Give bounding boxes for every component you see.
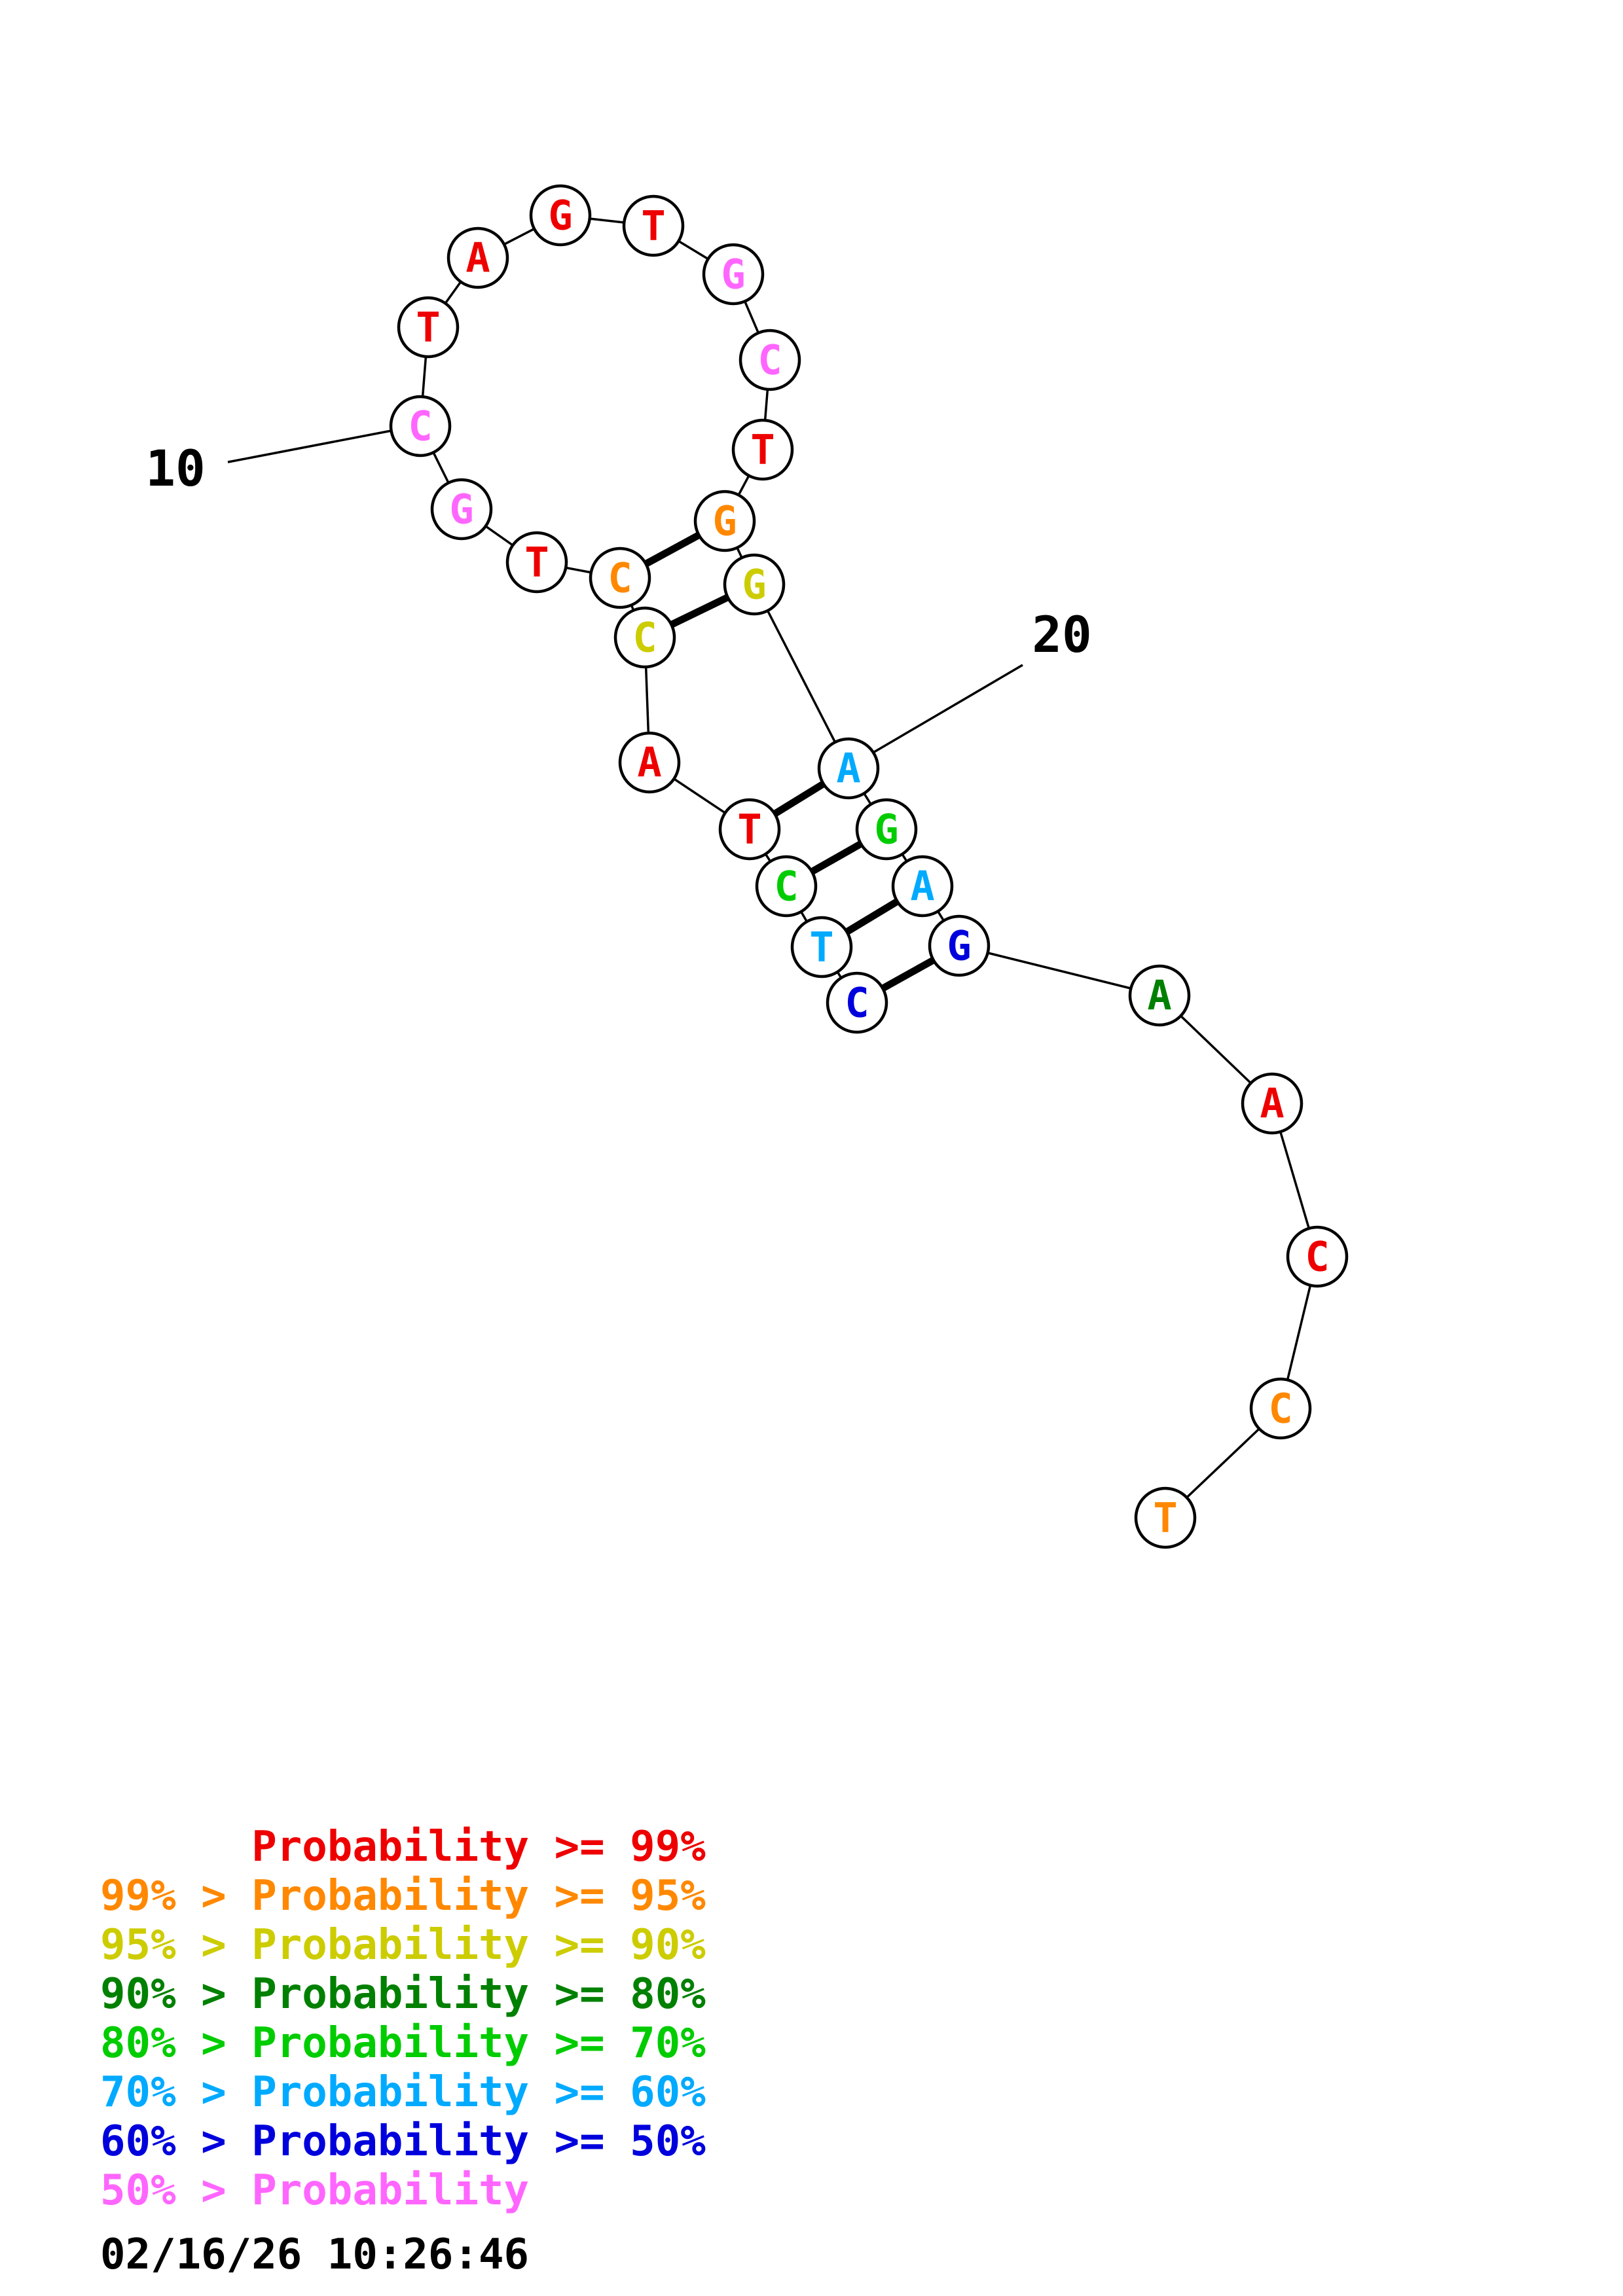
nucleotide-base: G (712, 497, 737, 545)
nucleotide-base: C (1305, 1233, 1329, 1281)
nucleotide-base: G (947, 922, 971, 970)
position-leader-line (870, 664, 1023, 755)
nucleotide-base: G (449, 486, 473, 533)
nucleotide-circle (693, 490, 756, 552)
nucleotide-base: A (637, 739, 661, 787)
nucleotide-circle (505, 531, 568, 594)
backbone-line (958, 944, 1160, 997)
nucleotide-circle (622, 194, 685, 257)
nucleotide-circle (529, 184, 592, 247)
nucleotide-base: T (750, 426, 775, 474)
legend-row: 80% > Probability >= 70% (100, 2019, 706, 2068)
nucleotide-circle (1249, 1377, 1312, 1440)
nucleotide-circle (702, 243, 765, 306)
nucleotide-circle (855, 798, 918, 861)
nucleotide-base: A (465, 234, 490, 282)
nucleotide-circle (1286, 1225, 1349, 1288)
nucleotide-circle (430, 478, 493, 541)
nucleotide-base: T (809, 924, 833, 971)
nucleotide-base: T (641, 202, 665, 250)
nucleotide-circle (613, 606, 676, 669)
nucleotide-base: A (836, 745, 860, 793)
legend-row: 95% > Probability >= 90% (100, 1921, 706, 1969)
legend-row: 90% > Probability >= 80% (100, 1970, 706, 2018)
nucleotide-base: C (1268, 1385, 1292, 1433)
nucleotide-circle (891, 855, 954, 918)
nucleotide-base: A (1147, 972, 1171, 1020)
nucleotide-circle (1134, 1486, 1197, 1549)
nucleotide-base: C (632, 614, 657, 662)
nucleotide-base: T (524, 539, 549, 586)
plot-timestamp: 02/16/26 10:26:46 (100, 2231, 530, 2279)
nucleotide-circle (755, 855, 818, 918)
nucleotide-circle (447, 226, 509, 289)
nucleotide-base: T (1153, 1494, 1177, 1542)
nucleotide-base: A (910, 863, 934, 910)
nucleotide-circle (718, 798, 781, 861)
nucleotide-base: G (874, 806, 898, 853)
legend-row: 99% > Probability >= 95% (100, 1872, 706, 1920)
nucleotide-circle (1241, 1072, 1304, 1135)
nucleotide-circle (826, 971, 888, 1034)
legend-row: 60% > Probability >= 50% (100, 2117, 706, 2166)
nucleotide-base: G (721, 251, 745, 298)
nucleotide-circle (790, 916, 853, 978)
position-leader-line (227, 429, 392, 463)
backbone-line (753, 584, 850, 769)
position-label: 20 (1032, 605, 1092, 664)
nucleotide-circle (739, 329, 801, 391)
nucleotide-base: C (408, 403, 432, 450)
nucleotide-circle (397, 296, 460, 359)
nucleotide-circle (731, 418, 794, 481)
nucleotide-circle (817, 737, 880, 800)
nucleotide-circle (1128, 964, 1191, 1027)
legend-row: Probability >= 99% (100, 1823, 706, 1871)
nucleotide-base: G (548, 192, 572, 240)
position-label: 10 (145, 439, 206, 497)
legend-row: 50% > Probability (100, 2166, 530, 2215)
nucleotide-base: C (757, 336, 782, 384)
nucleotide-base: C (774, 863, 798, 910)
nucleotide-circle (618, 731, 681, 794)
nucleotide-base: C (845, 979, 869, 1027)
nucleotide-base: G (742, 561, 766, 609)
legend-row: 70% > Probability >= 60% (100, 2068, 706, 2117)
nucleotide-base: T (416, 304, 440, 351)
nucleotide-base: T (737, 806, 761, 853)
probability-legend: Probability >= 99% 99% > Probability >= 9… (100, 1823, 706, 2215)
nucleotide-circle (723, 553, 786, 616)
nucleotide-base: A (1260, 1080, 1284, 1128)
nucleotide-circle (589, 547, 651, 609)
nucleotide-circle (928, 914, 991, 977)
nucleotide-circle (389, 395, 452, 457)
nucleotide-base: C (608, 554, 632, 602)
